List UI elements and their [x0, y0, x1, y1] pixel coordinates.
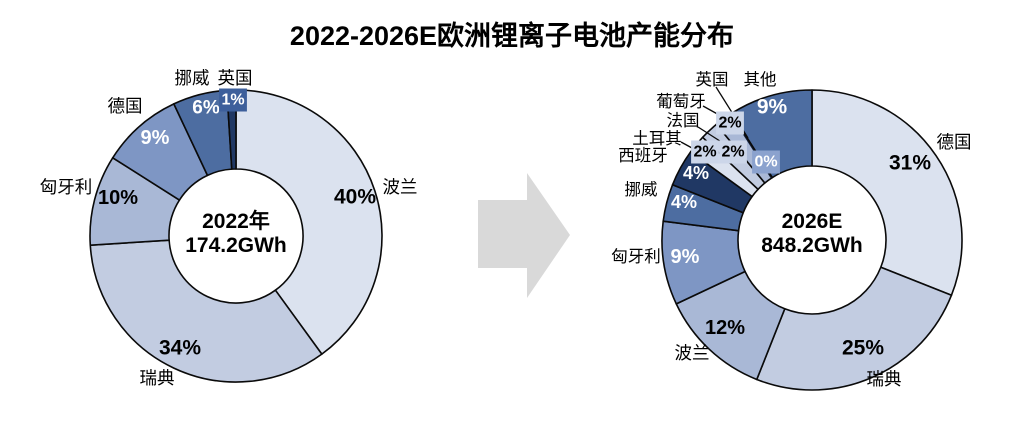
transition-arrow-icon: [478, 173, 570, 298]
name-label-2022-uk: 英国: [218, 68, 253, 88]
pct-label-2022-hungary: 10%: [98, 187, 138, 209]
name-label-2022-hungary: 匈牙利: [40, 177, 93, 197]
pct-label-2026e-poland: 12%: [705, 317, 745, 339]
name-label-2026e-germany: 德国: [937, 132, 972, 152]
donut-2026e-year-label: 2026E: [781, 210, 843, 233]
pct-label-2022-germany: 9%: [141, 127, 170, 149]
slice-2026e-others: [730, 89, 813, 179]
slice-2022-poland: [235, 89, 383, 355]
donut-center-2022: 2022年 174.2GWh: [185, 210, 287, 258]
leader-line: [697, 126, 724, 144]
name-label-2022-norway: 挪威: [175, 68, 210, 88]
pct-label-bg-2026e-france: [719, 140, 747, 164]
pct-label-bg-2026e-turkey: [691, 140, 719, 164]
leader-line: [680, 141, 693, 149]
name-label-2026e-poland: 波兰: [675, 343, 710, 363]
pct-label-bg-2026e-uk: [752, 150, 780, 174]
name-label-2022-germany: 德国: [108, 96, 143, 116]
name-label-2026e-hungary: 匈牙利: [611, 247, 661, 266]
pct-label-2026e-norway: 4%: [671, 192, 697, 212]
pct-label-2026e-spain: 4%: [683, 163, 709, 183]
name-label-2026e-sweden: 瑞典: [867, 369, 902, 389]
pct-label-bg-2026e-portugal: [716, 111, 744, 135]
pct-label-2026e-hungary: 9%: [671, 246, 700, 268]
name-label-2026e-portugal: 葡萄牙: [656, 92, 706, 111]
donut-center-2026e: 2026E 848.2GWh: [761, 210, 863, 258]
pct-label-2026e-france: 2%: [721, 144, 744, 161]
name-label-2026e-spain: 西班牙: [618, 146, 668, 165]
pct-label-bg-2022-uk: [219, 88, 247, 112]
pct-label-2022-uk: 1%: [221, 92, 244, 109]
pct-label-2022-sweden: 34%: [159, 337, 201, 360]
slice-2026e-sweden: [755, 266, 953, 391]
donut-2026e-total-label: 848.2GWh: [761, 234, 863, 257]
name-label-2022-poland: 波兰: [383, 177, 418, 197]
pct-label-2022-poland: 40%: [334, 186, 376, 209]
name-label-2026e-turkey: 土耳其: [632, 129, 682, 148]
pct-label-2026e-portugal: 2%: [718, 115, 741, 132]
name-label-2026e-uk: 英国: [696, 70, 729, 89]
pct-label-2026e-uk: 0%: [754, 154, 777, 171]
name-label-2026e-france: 法国: [667, 111, 700, 130]
slice-2026e-germany: [811, 89, 963, 297]
pct-label-2026e-others: 9%: [757, 96, 788, 119]
slice-2022-sweden: [89, 239, 323, 383]
page-title: 2022-2026E欧洲锂离子电池产能分布: [289, 21, 735, 51]
pct-label-2022-norway: 6%: [192, 98, 220, 119]
pct-label-2026e-turkey: 2%: [693, 144, 716, 161]
name-label-2026e-norway: 挪威: [625, 180, 658, 199]
name-label-2022-sweden: 瑞典: [140, 368, 175, 388]
name-label-2026e-others: 其他: [744, 70, 777, 89]
donut-2022-total-label: 174.2GWh: [185, 234, 287, 257]
donut-2022-year-label: 2022年: [202, 210, 270, 233]
pct-label-2026e-germany: 31%: [889, 152, 931, 175]
pct-label-2026e-sweden: 25%: [842, 337, 884, 360]
